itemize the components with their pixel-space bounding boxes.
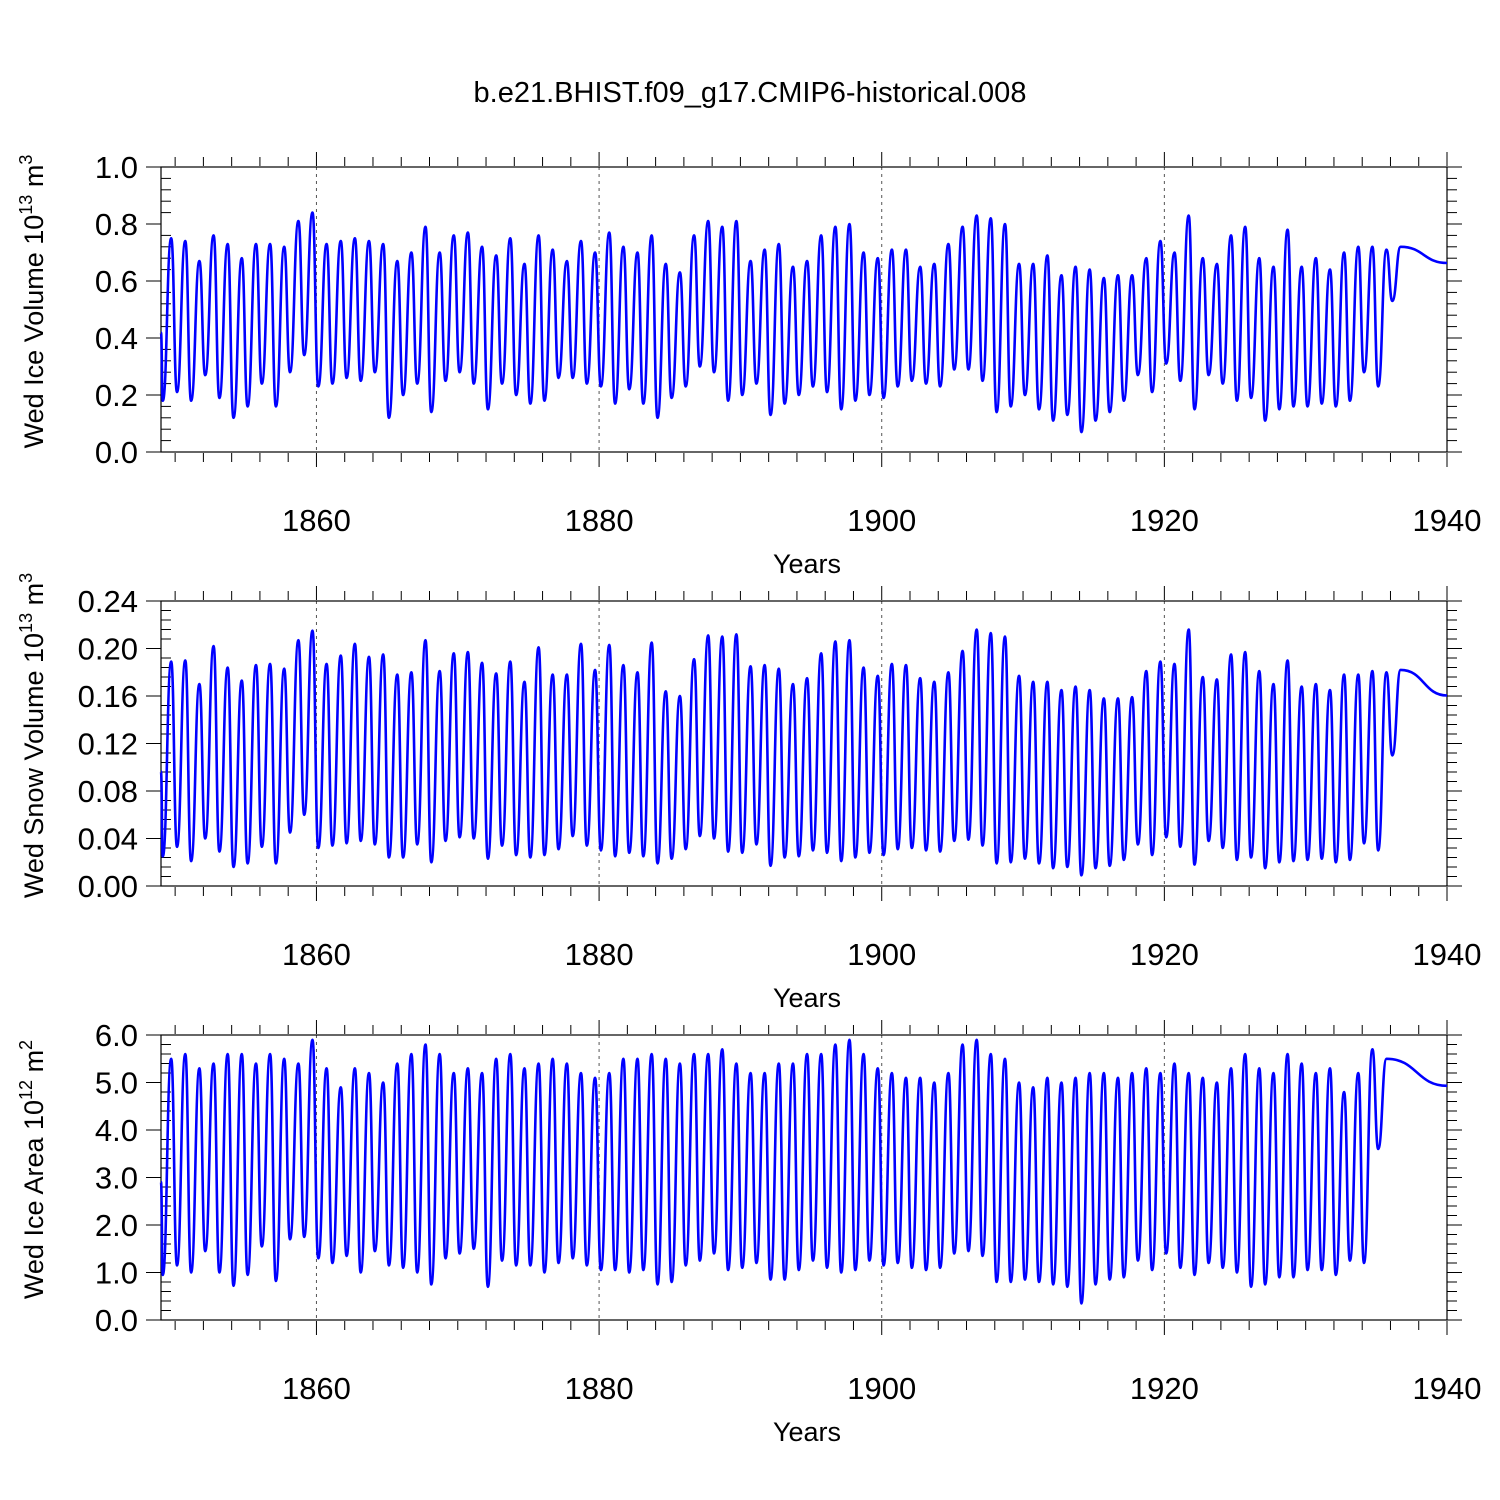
panel-2: 0.00 0.04 0.08 0.12 0.16 0.20 0.24 1860 1880 1900… — [16, 573, 1481, 1013]
x-tick-label: 1920 — [1130, 1371, 1199, 1406]
x-tick-label: 1940 — [1413, 1371, 1482, 1406]
y-tick-label: 1.0 — [95, 150, 138, 185]
y-tick-label: 0.8 — [95, 207, 138, 242]
x-axis-label: Years — [773, 549, 841, 579]
x-tick-label: 1900 — [847, 1371, 916, 1406]
x-tick-label: 1880 — [565, 1371, 634, 1406]
y-tick-label: 1.0 — [95, 1256, 138, 1291]
y-tick-label: 0.2 — [95, 378, 138, 413]
y-tick-label: 0.00 — [78, 869, 138, 904]
y-tick-label: 0.6 — [95, 264, 138, 299]
panel-1: 0.0 0.2 0.4 0.6 0.8 1.0 1860 1880 1900 1920 1940 Ye… — [16, 150, 1481, 579]
x-tick-label: 1940 — [1413, 937, 1482, 972]
x-tick-label: 1880 — [565, 503, 634, 538]
x-tick-label: 1860 — [282, 503, 351, 538]
y-tick-label: 5.0 — [95, 1066, 138, 1101]
y-tick-label: 0.24 — [78, 584, 138, 619]
y-tick-label: 0.16 — [78, 679, 138, 714]
y-tick-label: 0.0 — [95, 435, 138, 470]
plot-frame — [160, 1034, 1448, 1321]
plot-frame — [160, 166, 1448, 453]
series-line — [159, 211, 1448, 434]
y-tick-label: 0.0 — [95, 1303, 138, 1338]
x-tick-label: 1860 — [282, 937, 351, 972]
y-axis-label: Wed Snow Volume 1013 m3 — [16, 573, 49, 898]
y-axis-label: Wed Ice Volume 1013 m3 — [16, 155, 49, 449]
x-tick-label: 1920 — [1130, 503, 1199, 538]
x-tick-label: 1880 — [565, 937, 634, 972]
y-axis-label: Wed Ice Area 1012 m2 — [16, 1040, 49, 1299]
x-tick-label: 1900 — [847, 937, 916, 972]
panels: 0.0 0.2 0.4 0.6 0.8 1.0 1860 1880 1900 1920 1940 Ye… — [16, 150, 1481, 1447]
x-axis-label: Years — [773, 1417, 841, 1447]
y-tick-label: 0.12 — [78, 727, 138, 762]
x-tick-label: 1920 — [1130, 937, 1199, 972]
plot-frame — [160, 600, 1448, 887]
y-tick-label: 6.0 — [95, 1018, 138, 1053]
panel-3: 0.0 1.0 2.0 3.0 4.0 5.0 6.0 1860 1880 1900 1920 194… — [16, 1018, 1481, 1447]
figure-title: b.e21.BHIST.f09_g17.CMIP6-historical.008 — [474, 77, 1027, 109]
x-tick-label: 1940 — [1413, 503, 1482, 538]
y-tick-label: 2.0 — [95, 1208, 138, 1243]
y-tick-label: 0.4 — [95, 321, 138, 356]
x-axis-label: Years — [773, 983, 841, 1013]
x-tick-label: 1860 — [282, 1371, 351, 1406]
y-tick-label: 0.20 — [78, 632, 138, 667]
y-tick-label: 3.0 — [95, 1161, 138, 1196]
x-tick-label: 1900 — [847, 503, 916, 538]
series-line — [159, 1038, 1448, 1305]
y-tick-label: 0.04 — [78, 822, 138, 857]
y-tick-label: 4.0 — [95, 1113, 138, 1148]
series-line — [159, 628, 1448, 877]
y-tick-label: 0.08 — [78, 774, 138, 809]
